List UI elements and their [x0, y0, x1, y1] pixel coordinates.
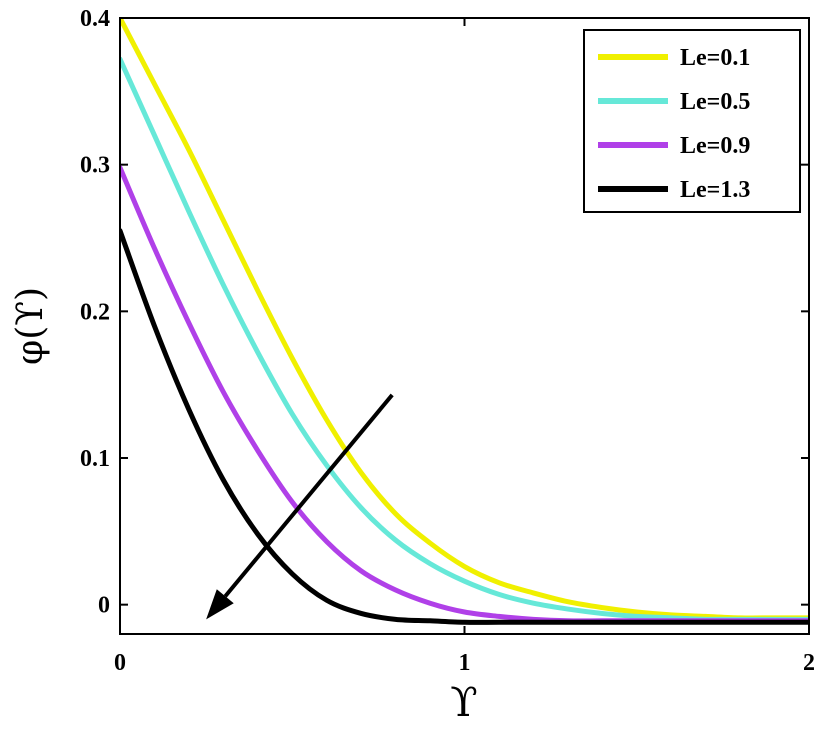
y-tick-label: 0.3 [80, 153, 110, 179]
series-line-4 [120, 228, 809, 625]
x-tick-label: 0 [114, 650, 126, 676]
y-tick-label: 0 [98, 593, 110, 619]
x-tick-label: 1 [459, 650, 471, 676]
y-tick-label: 0.4 [80, 6, 110, 32]
legend-entry-4: Le=1.3 [680, 177, 750, 203]
annotations [206, 393, 394, 620]
legend-box [583, 29, 801, 213]
plot-frame [119, 17, 810, 635]
x-axis-label: ϒ [450, 680, 477, 726]
legend-entry-3: Le=0.9 [680, 133, 750, 159]
legend-entry-2: Le=0.5 [680, 89, 750, 115]
annotation-arrow-shaft [223, 393, 394, 598]
x-tick-label: 2 [803, 650, 815, 676]
legend: Le=0.1 Le=0.5 Le=0.9 Le=1.3 [583, 29, 801, 213]
y-tick-label: 0.1 [80, 446, 110, 472]
series-line-3 [120, 165, 809, 624]
y-axis-label: φ(ϒ) [10, 287, 51, 365]
tick-labels: 0 1 2 0 0.1 0.2 0.3 0.4 [80, 6, 815, 676]
series-lines [120, 18, 809, 625]
annotation-arrow-head [206, 589, 234, 620]
series-line-1 [120, 18, 809, 621]
legend-entry-1: Le=0.1 [680, 45, 750, 71]
y-tick-label: 0.2 [80, 299, 110, 325]
